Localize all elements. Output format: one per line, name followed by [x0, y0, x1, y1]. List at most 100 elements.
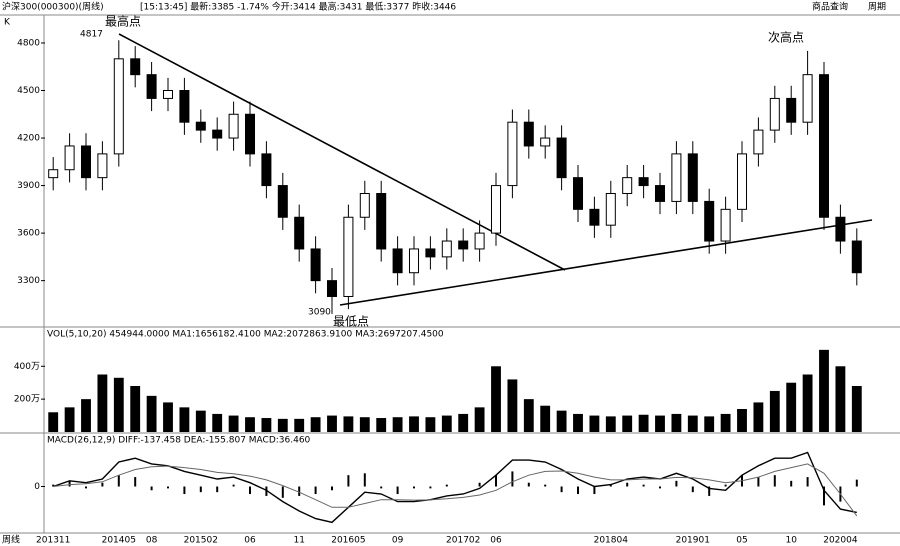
candle-body: [802, 74, 813, 123]
y-tick-label: 4200: [17, 134, 40, 144]
y-tick-label: 4800: [17, 38, 40, 48]
candle-body: [589, 208, 600, 226]
candle-body: [736, 153, 748, 210]
candle-body: [195, 121, 206, 131]
legend: MACD(26,12,9) DIFF:-137.458 DEA:-155.807…: [47, 436, 311, 446]
candle-body: [441, 240, 452, 258]
panel-label: K: [4, 18, 11, 28]
candle-body: [146, 74, 157, 99]
volume-bar: [655, 415, 665, 432]
candle-body: [228, 113, 239, 139]
candle-body: [540, 137, 551, 147]
candle-body: [277, 185, 288, 218]
candle-body: [704, 200, 715, 242]
volume-bar: [605, 416, 616, 432]
candle-body: [310, 248, 321, 282]
candle-body: [654, 185, 666, 202]
volume-bar: [753, 402, 764, 432]
volume-bar: [146, 395, 157, 432]
candle-body: [408, 248, 420, 274]
period-label: 周线: [2, 534, 20, 546]
candle-body: [769, 97, 780, 131]
legend: VOL(5,10,20) 454944.0000 MA1:1656182.410…: [47, 330, 444, 340]
x-tick-label: 06: [490, 536, 502, 546]
volume-bar: [720, 413, 731, 432]
y-tick-label: 200万: [14, 395, 40, 405]
annotation: 3090: [308, 308, 331, 318]
candle-body: [162, 90, 174, 99]
volume-bar: [113, 377, 124, 432]
volume-bar: [261, 418, 272, 432]
volume-bar: [163, 402, 173, 432]
x-tick-label: 201502: [184, 536, 218, 546]
volume-bar: [425, 417, 436, 432]
volume-bar: [819, 349, 829, 432]
candle-body: [261, 153, 272, 187]
annotation: 最高点: [105, 14, 141, 29]
volume-bar: [671, 413, 682, 432]
volume-bar: [687, 415, 698, 432]
volume-bar: [458, 413, 469, 432]
y-tick-label: 0: [34, 482, 40, 492]
x-tick-label: 201311: [36, 536, 70, 546]
volume-bar: [81, 399, 91, 432]
volume-bar: [228, 415, 239, 432]
candle-body: [64, 145, 75, 171]
volume-bar: [294, 418, 305, 432]
volume-bar: [556, 410, 567, 432]
volume-bar: [195, 410, 206, 432]
x-tick-label: 08: [146, 536, 158, 546]
candle-body: [753, 129, 764, 155]
annotation: 4817: [80, 30, 103, 40]
candle-body: [359, 192, 370, 218]
candle-body: [97, 153, 108, 179]
y-tick-label: 4500: [17, 86, 40, 96]
volume-bar: [638, 414, 649, 432]
volume-bar: [245, 417, 255, 432]
x-tick-label: 202004: [823, 536, 858, 546]
volume-bar: [851, 386, 862, 432]
volume-bar: [359, 417, 370, 432]
candle-body: [474, 232, 485, 250]
x-tick-label: 10: [785, 536, 797, 546]
candle-body: [392, 248, 403, 274]
candle-body: [130, 58, 141, 76]
trend-line: [339, 219, 873, 306]
volume-bar: [474, 407, 485, 432]
volume-bar: [179, 407, 190, 432]
volume-bar: [376, 418, 387, 432]
x-tick-label: 201605: [331, 536, 365, 546]
candle-body: [671, 153, 682, 202]
volume-bar: [97, 374, 108, 432]
x-tick-label: 05: [736, 536, 747, 546]
dif-line: [52, 451, 857, 524]
volume-bar: [327, 415, 337, 432]
link[interactable]: 商品查询: [812, 1, 848, 13]
x-tick-label: 06: [244, 536, 256, 546]
annotation: 最低点: [333, 315, 369, 329]
candle-body: [48, 169, 59, 179]
candle-body: [425, 248, 436, 258]
candle-body: [113, 58, 124, 155]
chart-title: 沪深300(000300)(周线): [2, 1, 104, 13]
y-tick-label: 3600: [17, 229, 40, 239]
candle-body: [638, 177, 649, 187]
quote: [15:13:45] 最新:3385 -1.74% 今开:3414 最高:343…: [140, 1, 456, 13]
link[interactable]: 周期: [868, 2, 886, 13]
x-tick-label: 201804: [594, 536, 629, 546]
candle-body: [835, 216, 846, 242]
trend-line: [118, 33, 566, 271]
volume-bar: [310, 417, 321, 432]
x-tick-label: 09: [392, 536, 404, 546]
candle-body: [376, 192, 387, 250]
volume-bar: [212, 413, 223, 432]
candle-body: [179, 90, 190, 123]
candle-body: [244, 113, 256, 155]
volume-bar: [48, 412, 59, 432]
volume-bar: [523, 399, 534, 432]
volume-bar: [573, 413, 583, 432]
volume-bar: [277, 418, 288, 432]
x-tick-label: 11: [293, 536, 304, 546]
candle-body: [687, 153, 698, 202]
candle-body: [605, 192, 616, 226]
